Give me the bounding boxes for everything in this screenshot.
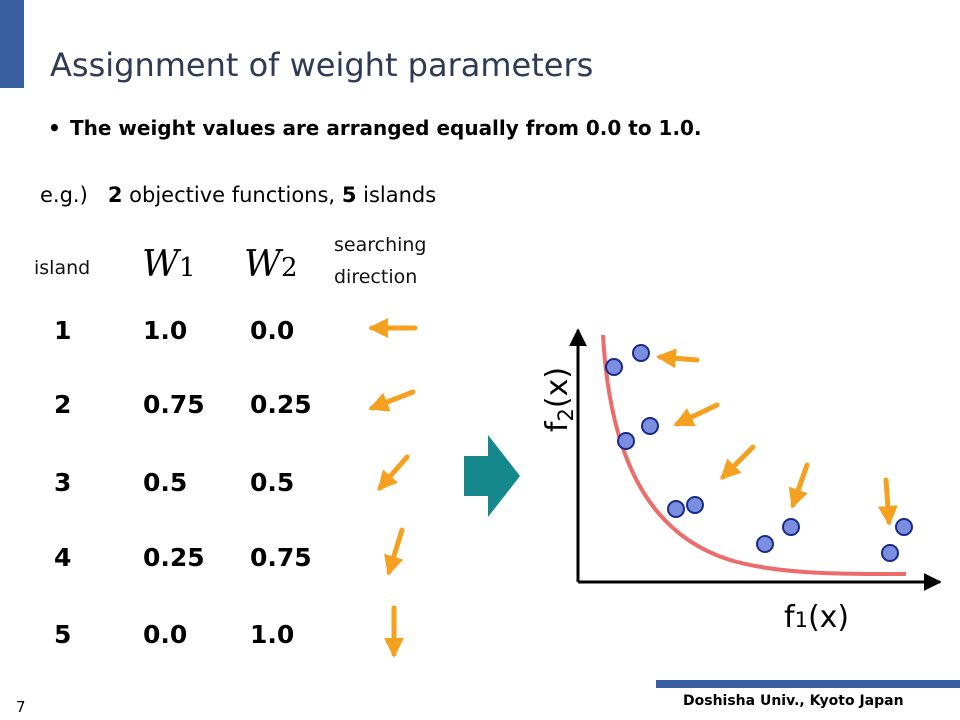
header-w2: W2 [244,244,298,285]
example-num-objectives: 2 [107,183,123,207]
plot-arrow-icon [673,402,720,427]
x-axis-label-rest: (x) [808,600,849,635]
direction-arrow-icon [384,527,405,576]
header-w2-sub: 2 [281,253,298,283]
x-axis-label: f1(x) [784,600,849,635]
row2-w2: 0.25 [250,390,312,419]
row2-island: 2 [54,390,72,419]
row1-w2: 0.0 [250,316,295,345]
individual-dot [895,518,913,536]
x-axis-label-sub: 1 [795,608,808,632]
header-w1-sub: 1 [179,253,196,283]
example-num-islands: 5 [341,183,357,207]
row5-w2: 1.0 [250,620,295,649]
slide-title: Assignment of weight parameters [50,46,594,84]
y-axis-label: f2(x) [540,367,578,432]
row3-island: 3 [54,468,72,497]
plot-arrow-icon [656,348,700,369]
plot-arrow-icon [877,477,898,526]
individual-dot [641,417,659,435]
row4-island: 4 [54,543,72,572]
bullet-dot-icon: • [48,116,61,140]
example-islands-text: islands [363,183,437,207]
pareto-curve [601,334,907,577]
bullet-point: • The weight values are arranged equally … [48,116,702,140]
y-axis-label-rest: (x) [540,367,575,408]
bullet-text: The weight values are arranged equally f… [70,116,702,140]
individual-dot [881,544,899,562]
y-axis-label-sub: 2 [554,408,578,421]
row3-w2: 0.5 [250,468,295,497]
header-direction-line1: searching [334,234,427,256]
row4-w1: 0.25 [143,543,205,572]
individual-dot [782,518,800,536]
example-objectives-text: objective functions, [129,183,336,207]
individual-dot [686,496,704,514]
footer-bar [656,680,960,688]
header-w2-letter: W [244,244,282,285]
y-axis-label-main: f [540,420,575,432]
footer-affiliation: Doshisha Univ., Kyoto Japan [683,693,904,709]
row4-w2: 0.75 [250,543,312,572]
row3-w1: 0.5 [143,468,188,497]
header-w1: W1 [142,244,196,285]
header-w1-letter: W [142,244,180,285]
row2-w1: 0.75 [143,390,205,419]
individual-dot [756,535,774,553]
individual-dot [632,344,650,362]
header-island: island [34,257,91,279]
direction-arrow-icon [368,389,416,412]
row1-island: 1 [54,316,72,345]
page-number: 7 [16,698,26,716]
row5-w1: 0.0 [143,620,188,649]
big-right-arrow-icon [464,435,520,517]
individual-dot [667,500,685,518]
row1-w1: 1.0 [143,316,188,345]
header-direction-line2: direction [334,266,418,288]
individual-dot [605,358,623,376]
example-prefix: e.g.) [40,183,88,207]
accent-bar [0,0,24,88]
x-axis-label-main: f [784,600,796,635]
plot-arrow-icon [788,462,810,509]
row5-island: 5 [54,620,72,649]
plot-arrow-icon [720,444,756,480]
example-line: e.g.) 2 objective functions, 5 islands [40,183,436,207]
direction-arrow-icon [377,454,410,492]
individual-dot [617,432,635,450]
